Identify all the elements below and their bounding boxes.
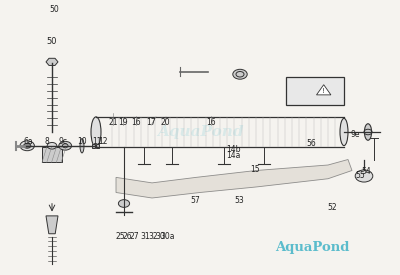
Text: 57: 57 [190, 196, 200, 205]
Polygon shape [316, 85, 331, 95]
Text: 15: 15 [250, 165, 260, 174]
Polygon shape [116, 160, 352, 198]
Text: AquaPond: AquaPond [275, 241, 349, 254]
Text: 30a: 30a [161, 232, 175, 241]
Text: 9e: 9e [350, 130, 360, 139]
Text: AquaPond: AquaPond [157, 125, 243, 139]
Ellipse shape [91, 117, 101, 147]
Text: 12: 12 [98, 137, 108, 146]
Polygon shape [46, 58, 58, 65]
Text: 16: 16 [206, 118, 216, 127]
Text: 26: 26 [122, 232, 132, 241]
Text: 32: 32 [148, 232, 158, 241]
Circle shape [24, 143, 31, 148]
Text: 52: 52 [327, 203, 337, 212]
Ellipse shape [340, 118, 348, 146]
Text: 27: 27 [129, 232, 139, 241]
Text: 9c: 9c [59, 137, 68, 146]
Text: 20: 20 [160, 118, 170, 127]
Circle shape [20, 141, 34, 151]
Bar [42, 147, 62, 162]
Bar [92, 144, 95, 148]
Text: 16: 16 [131, 118, 141, 127]
Text: 14a: 14a [226, 151, 240, 160]
Text: 25: 25 [116, 232, 126, 241]
Circle shape [118, 200, 130, 207]
Text: 6a: 6a [24, 137, 34, 146]
Text: 11: 11 [92, 137, 102, 146]
Circle shape [233, 69, 247, 79]
Text: 17: 17 [146, 118, 156, 127]
Text: 8: 8 [45, 137, 50, 146]
Bar [96, 144, 99, 148]
Text: 53: 53 [234, 196, 244, 205]
Ellipse shape [364, 124, 372, 140]
Bar [286, 77, 344, 104]
Circle shape [47, 142, 57, 149]
Circle shape [355, 170, 373, 182]
Text: !: ! [322, 88, 325, 94]
Text: 31: 31 [140, 232, 150, 241]
Text: 10: 10 [77, 137, 87, 146]
Ellipse shape [80, 139, 84, 153]
Text: 19: 19 [118, 118, 128, 127]
Text: 14b: 14b [226, 145, 240, 154]
Text: 30: 30 [155, 232, 165, 241]
Text: 21: 21 [108, 118, 118, 127]
Text: 55: 55 [355, 172, 365, 180]
Text: 54: 54 [361, 167, 371, 176]
Polygon shape [46, 216, 58, 234]
Text: 50: 50 [47, 37, 57, 46]
Text: 50: 50 [49, 5, 59, 14]
Circle shape [59, 141, 72, 150]
Text: 56: 56 [306, 139, 316, 148]
